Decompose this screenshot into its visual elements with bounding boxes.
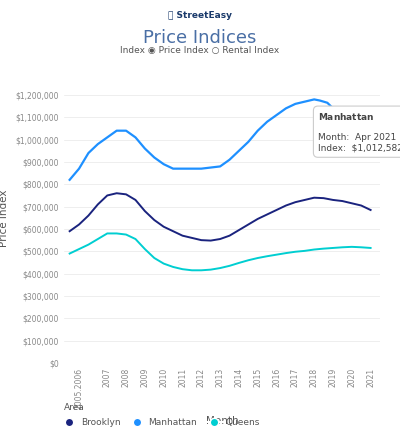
X-axis label: Month: Month <box>206 416 238 426</box>
Text: Index ◉ Price Index ○ Rental Index: Index ◉ Price Index ○ Rental Index <box>120 46 280 55</box>
Legend: Brooklyn, Manhattan, Queens: Brooklyn, Manhattan, Queens <box>56 415 263 431</box>
Text: ⬛ StreetEasy: ⬛ StreetEasy <box>168 11 232 20</box>
Y-axis label: Price Index: Price Index <box>0 189 8 246</box>
Text: Area: Area <box>64 403 85 411</box>
Text: Price Indices: Price Indices <box>143 29 257 47</box>
Point <box>367 133 374 140</box>
Text: $\bf{Manhattan}$

Month:  Apr 2021
Index:  $1,012,582: $\bf{Manhattan}$ Month: Apr 2021 Index: … <box>318 110 400 153</box>
